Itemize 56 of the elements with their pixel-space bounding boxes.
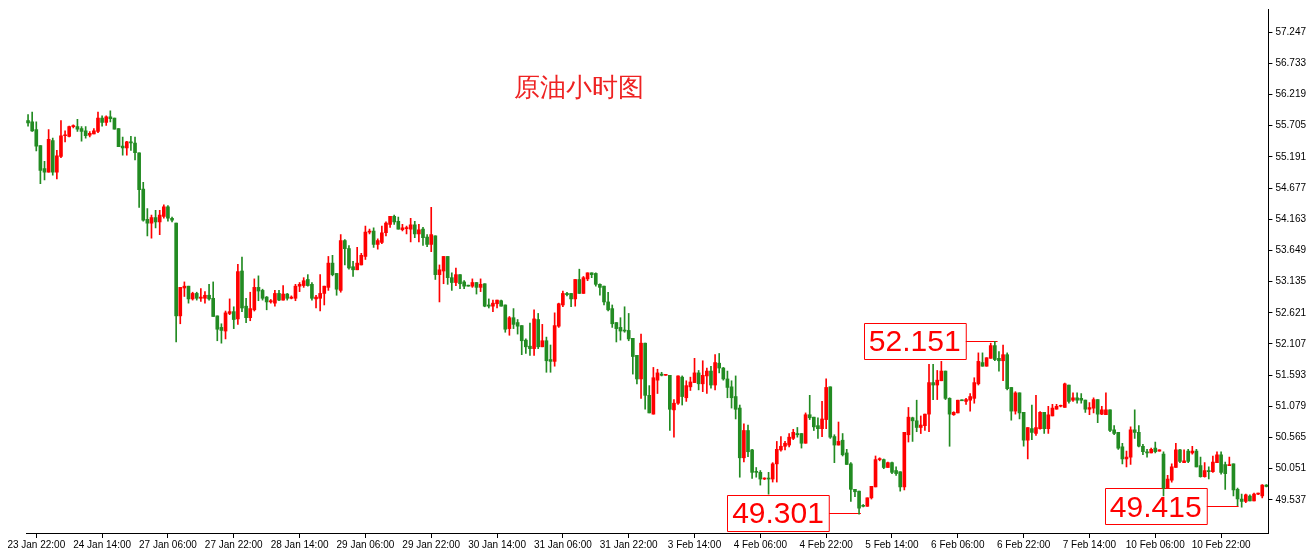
annotation: 49.301	[732, 495, 824, 529]
candlestick	[914, 399, 919, 433]
x-tick-label: 30 Jan 14:00	[468, 538, 527, 550]
y-tick-label: 52.107	[1275, 337, 1307, 349]
candlestick	[1182, 449, 1186, 463]
candlestick	[199, 288, 203, 302]
x-tick-label: 29 Jan 06:00	[336, 538, 395, 550]
candlestick	[1206, 466, 1211, 480]
candlestick	[931, 364, 935, 400]
x-tick-label: 27 Jan 06:00	[139, 538, 198, 550]
x-tick-label: 3 Feb 14:00	[667, 538, 722, 550]
x-tick-label: 6 Feb 06:00	[931, 538, 985, 550]
x-tick-label: 7 Feb 14:00	[1062, 538, 1117, 550]
y-tick-label: 55.191	[1275, 150, 1307, 162]
x-tick-label: 24 Jan 14:00	[73, 538, 132, 550]
candlestick	[528, 322, 532, 356]
x-tick-label: 31 Jan 22:00	[599, 538, 659, 550]
annotation: 52.151	[868, 324, 961, 358]
x-tick-label: 28 Jan 14:00	[270, 538, 329, 550]
x-tick-label: 23 Jan 22:00	[7, 538, 66, 550]
x-tick-label: 29 Jan 22:00	[402, 538, 461, 550]
candlestick	[1239, 493, 1244, 508]
x-tick-label: 10 Feb 22:00	[1191, 538, 1252, 550]
candlestick	[918, 415, 923, 434]
x-tick-label: 4 Feb 22:00	[799, 538, 854, 550]
candlestick	[1001, 344, 1005, 382]
y-tick-label: 54.163	[1275, 213, 1307, 225]
candlestick	[935, 370, 940, 400]
x-tick-label: 6 Feb 22:00	[996, 538, 1051, 550]
candlestick	[429, 206, 434, 252]
y-tick-label: 51.593	[1275, 368, 1307, 380]
candlestick	[318, 274, 322, 312]
candlestick	[816, 417, 820, 439]
candlestick	[1030, 404, 1034, 440]
candlestick	[1145, 448, 1149, 458]
y-tick-label: 55.705	[1275, 119, 1307, 131]
y-tick-label: 53.649	[1275, 244, 1307, 256]
x-tick-label: 4 Feb 06:00	[733, 538, 788, 550]
x-tick-label: 31 Jan 06:00	[533, 538, 593, 550]
candlestick	[1034, 395, 1038, 436]
annotation: 49.415	[1109, 489, 1202, 523]
text: 原油小时图	[513, 71, 644, 102]
candlestick	[1104, 392, 1108, 416]
x-tick-label: 27 Jan 22:00	[204, 538, 264, 550]
y-tick-label: 49.537	[1275, 493, 1307, 505]
x-tick-label: 5 Feb 14:00	[865, 538, 920, 550]
y-tick-label: 53.135	[1275, 275, 1307, 287]
y-tick-label: 51.079	[1275, 400, 1307, 412]
x-tick-label: 10 Feb 06:00	[1125, 538, 1186, 550]
y-tick-label: 50.565	[1275, 431, 1307, 443]
y-tick-label: 56.219	[1275, 88, 1307, 100]
y-tick-label: 57.247	[1275, 25, 1307, 37]
y-tick-label: 56.733	[1275, 57, 1307, 69]
y-tick-label: 50.051	[1275, 462, 1307, 474]
y-tick-label: 54.677	[1275, 181, 1307, 193]
y-tick-label: 52.621	[1275, 306, 1307, 318]
